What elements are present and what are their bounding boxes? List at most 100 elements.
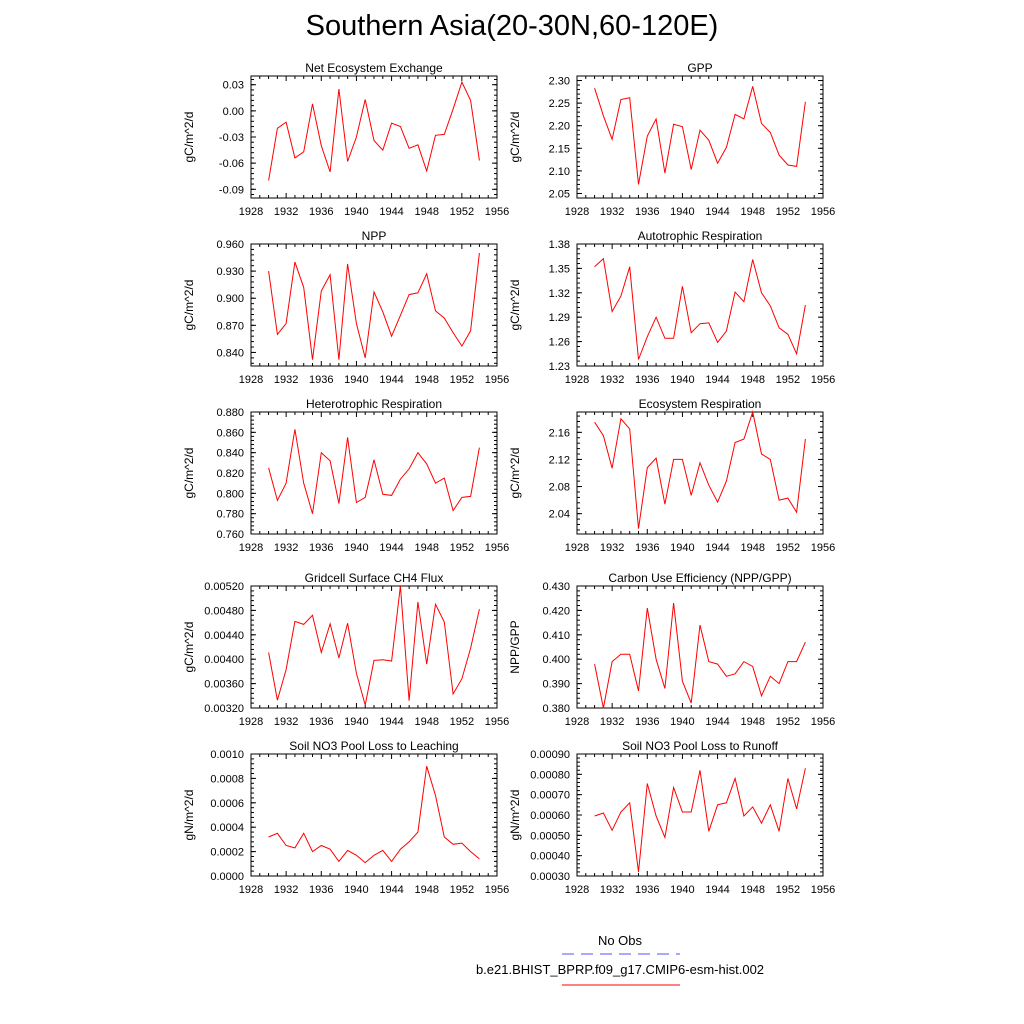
x-tick-label: 1932 [274, 374, 298, 386]
plot-frame [250, 585, 498, 709]
x-tick-label: 1956 [485, 374, 509, 386]
plot-frame [576, 411, 824, 535]
y-tick-label: -0.06 [219, 158, 244, 170]
panel-title: Soil NO3 Pool Loss to Leaching [289, 739, 458, 753]
y-axis-label: gC/m^2/d [182, 280, 196, 331]
chart-panel: NPP gC/m^2/d 1928 1932 1936 1940 1944 1948 1952 1… [182, 229, 509, 386]
x-tick-label: 1952 [450, 884, 474, 896]
y-tick-label: 1.35 [549, 263, 570, 275]
x-tick-label: 1928 [239, 542, 263, 554]
y-axis-label: NPP/GPP [508, 620, 522, 673]
y-tick-label: 0.00400 [204, 654, 244, 666]
y-tick-label: 0.00480 [204, 605, 244, 617]
x-tick-label: 1944 [705, 884, 729, 896]
plot-frame [576, 243, 824, 367]
y-tick-label: 0.0002 [210, 847, 244, 859]
x-tick-label: 1952 [450, 374, 474, 386]
x-tick-label: 1940 [670, 374, 694, 386]
chart-panel: Autotrophic Respiration gC/m^2/d 1928 1932 1… [508, 229, 835, 386]
x-tick-label: 1928 [565, 374, 589, 386]
panel-title: GPP [687, 61, 712, 75]
y-tick-label: 2.08 [549, 482, 570, 494]
plot-frame [250, 243, 498, 367]
y-tick-label: 0.00090 [530, 749, 570, 761]
panel-title: Gridcell Surface CH4 Flux [305, 571, 444, 585]
y-tick-label: 0.00080 [530, 769, 570, 781]
x-tick-label: 1936 [635, 542, 659, 554]
legend: No Obs b.e21.BHIST_BPRP.f09_g17.CMIP6-es… [476, 933, 764, 986]
y-tick-label: 0.00060 [530, 810, 570, 822]
y-tick-label: 0.00320 [204, 703, 244, 715]
x-tick-label: 1956 [485, 716, 509, 728]
y-axis-label: gN/m^2/d [508, 790, 522, 841]
x-tick-label: 1932 [600, 374, 624, 386]
x-tick-label: 1928 [565, 206, 589, 218]
y-tick-label: 0.00 [223, 106, 244, 118]
y-tick-label: 2.16 [549, 427, 570, 439]
x-tick-label: 1956 [485, 542, 509, 554]
x-tick-label: 1932 [600, 716, 624, 728]
series-line [594, 410, 806, 529]
x-tick-label: 1936 [635, 716, 659, 728]
x-tick-label: 1948 [740, 542, 764, 554]
chart-panel: Gridcell Surface CH4 Flux gC/m^2/d 1928 193… [182, 571, 509, 728]
x-tick-label: 1952 [776, 542, 800, 554]
y-axis-label: gC/m^2/d [182, 112, 196, 163]
series-line [268, 585, 480, 706]
panel-title: NPP [362, 229, 387, 243]
y-tick-label: 0.900 [216, 293, 244, 305]
chart-panel: Soil NO3 Pool Loss to Leaching gN/m^2/d 19… [182, 739, 509, 896]
y-tick-label: 0.420 [542, 605, 570, 617]
x-tick-label: 1952 [776, 716, 800, 728]
x-tick-label: 1928 [239, 716, 263, 728]
y-axis-label: gC/m^2/d [508, 280, 522, 331]
x-tick-label: 1928 [565, 884, 589, 896]
x-tick-label: 1932 [600, 542, 624, 554]
x-tick-label: 1956 [485, 884, 509, 896]
y-tick-label: 0.00070 [530, 790, 570, 802]
y-tick-label: 0.400 [542, 654, 570, 666]
y-tick-label: 0.800 [216, 488, 244, 500]
y-tick-label: 0.780 [216, 509, 244, 521]
y-tick-label: 0.880 [216, 407, 244, 419]
y-tick-label: 0.00030 [530, 871, 570, 883]
x-tick-label: 1940 [344, 542, 368, 554]
series-line [268, 766, 480, 864]
x-tick-label: 1936 [635, 374, 659, 386]
y-tick-label: 0.820 [216, 468, 244, 480]
chart-grid: Net Ecosystem Exchange gC/m^2/d 1928 1932 19… [182, 61, 835, 896]
panel-title: Ecosystem Respiration [639, 397, 762, 411]
y-axis-label: gN/m^2/d [182, 790, 196, 841]
y-tick-label: 0.00520 [204, 581, 244, 593]
y-tick-label: 0.03 [223, 80, 244, 92]
x-tick-label: 1948 [740, 374, 764, 386]
x-tick-label: 1952 [776, 206, 800, 218]
y-tick-label: 2.20 [549, 121, 570, 133]
series-line [268, 429, 480, 514]
x-tick-label: 1936 [635, 884, 659, 896]
plot-frame [576, 75, 824, 199]
series-line [268, 252, 480, 360]
y-tick-label: 0.0010 [210, 749, 244, 761]
series-line [594, 603, 806, 709]
x-tick-label: 1932 [274, 884, 298, 896]
chart-panel: Ecosystem Respiration gC/m^2/d 1928 1932 193… [508, 397, 835, 554]
x-tick-label: 1948 [414, 206, 438, 218]
series-line [594, 768, 806, 872]
x-tick-label: 1940 [344, 884, 368, 896]
y-tick-label: 0.380 [542, 703, 570, 715]
series-line [594, 257, 806, 360]
y-tick-label: 1.23 [549, 361, 570, 373]
y-tick-label: 2.30 [549, 76, 570, 88]
y-tick-label: 2.10 [549, 166, 570, 178]
y-tick-label: 0.930 [216, 266, 244, 278]
y-tick-label: 2.12 [549, 454, 570, 466]
y-tick-label: 0.390 [542, 679, 570, 691]
y-tick-label: 0.430 [542, 581, 570, 593]
x-tick-label: 1944 [379, 884, 403, 896]
x-tick-label: 1952 [450, 716, 474, 728]
plot-frame [250, 753, 498, 877]
x-tick-label: 1948 [740, 716, 764, 728]
x-tick-label: 1952 [776, 884, 800, 896]
x-tick-label: 1940 [670, 206, 694, 218]
